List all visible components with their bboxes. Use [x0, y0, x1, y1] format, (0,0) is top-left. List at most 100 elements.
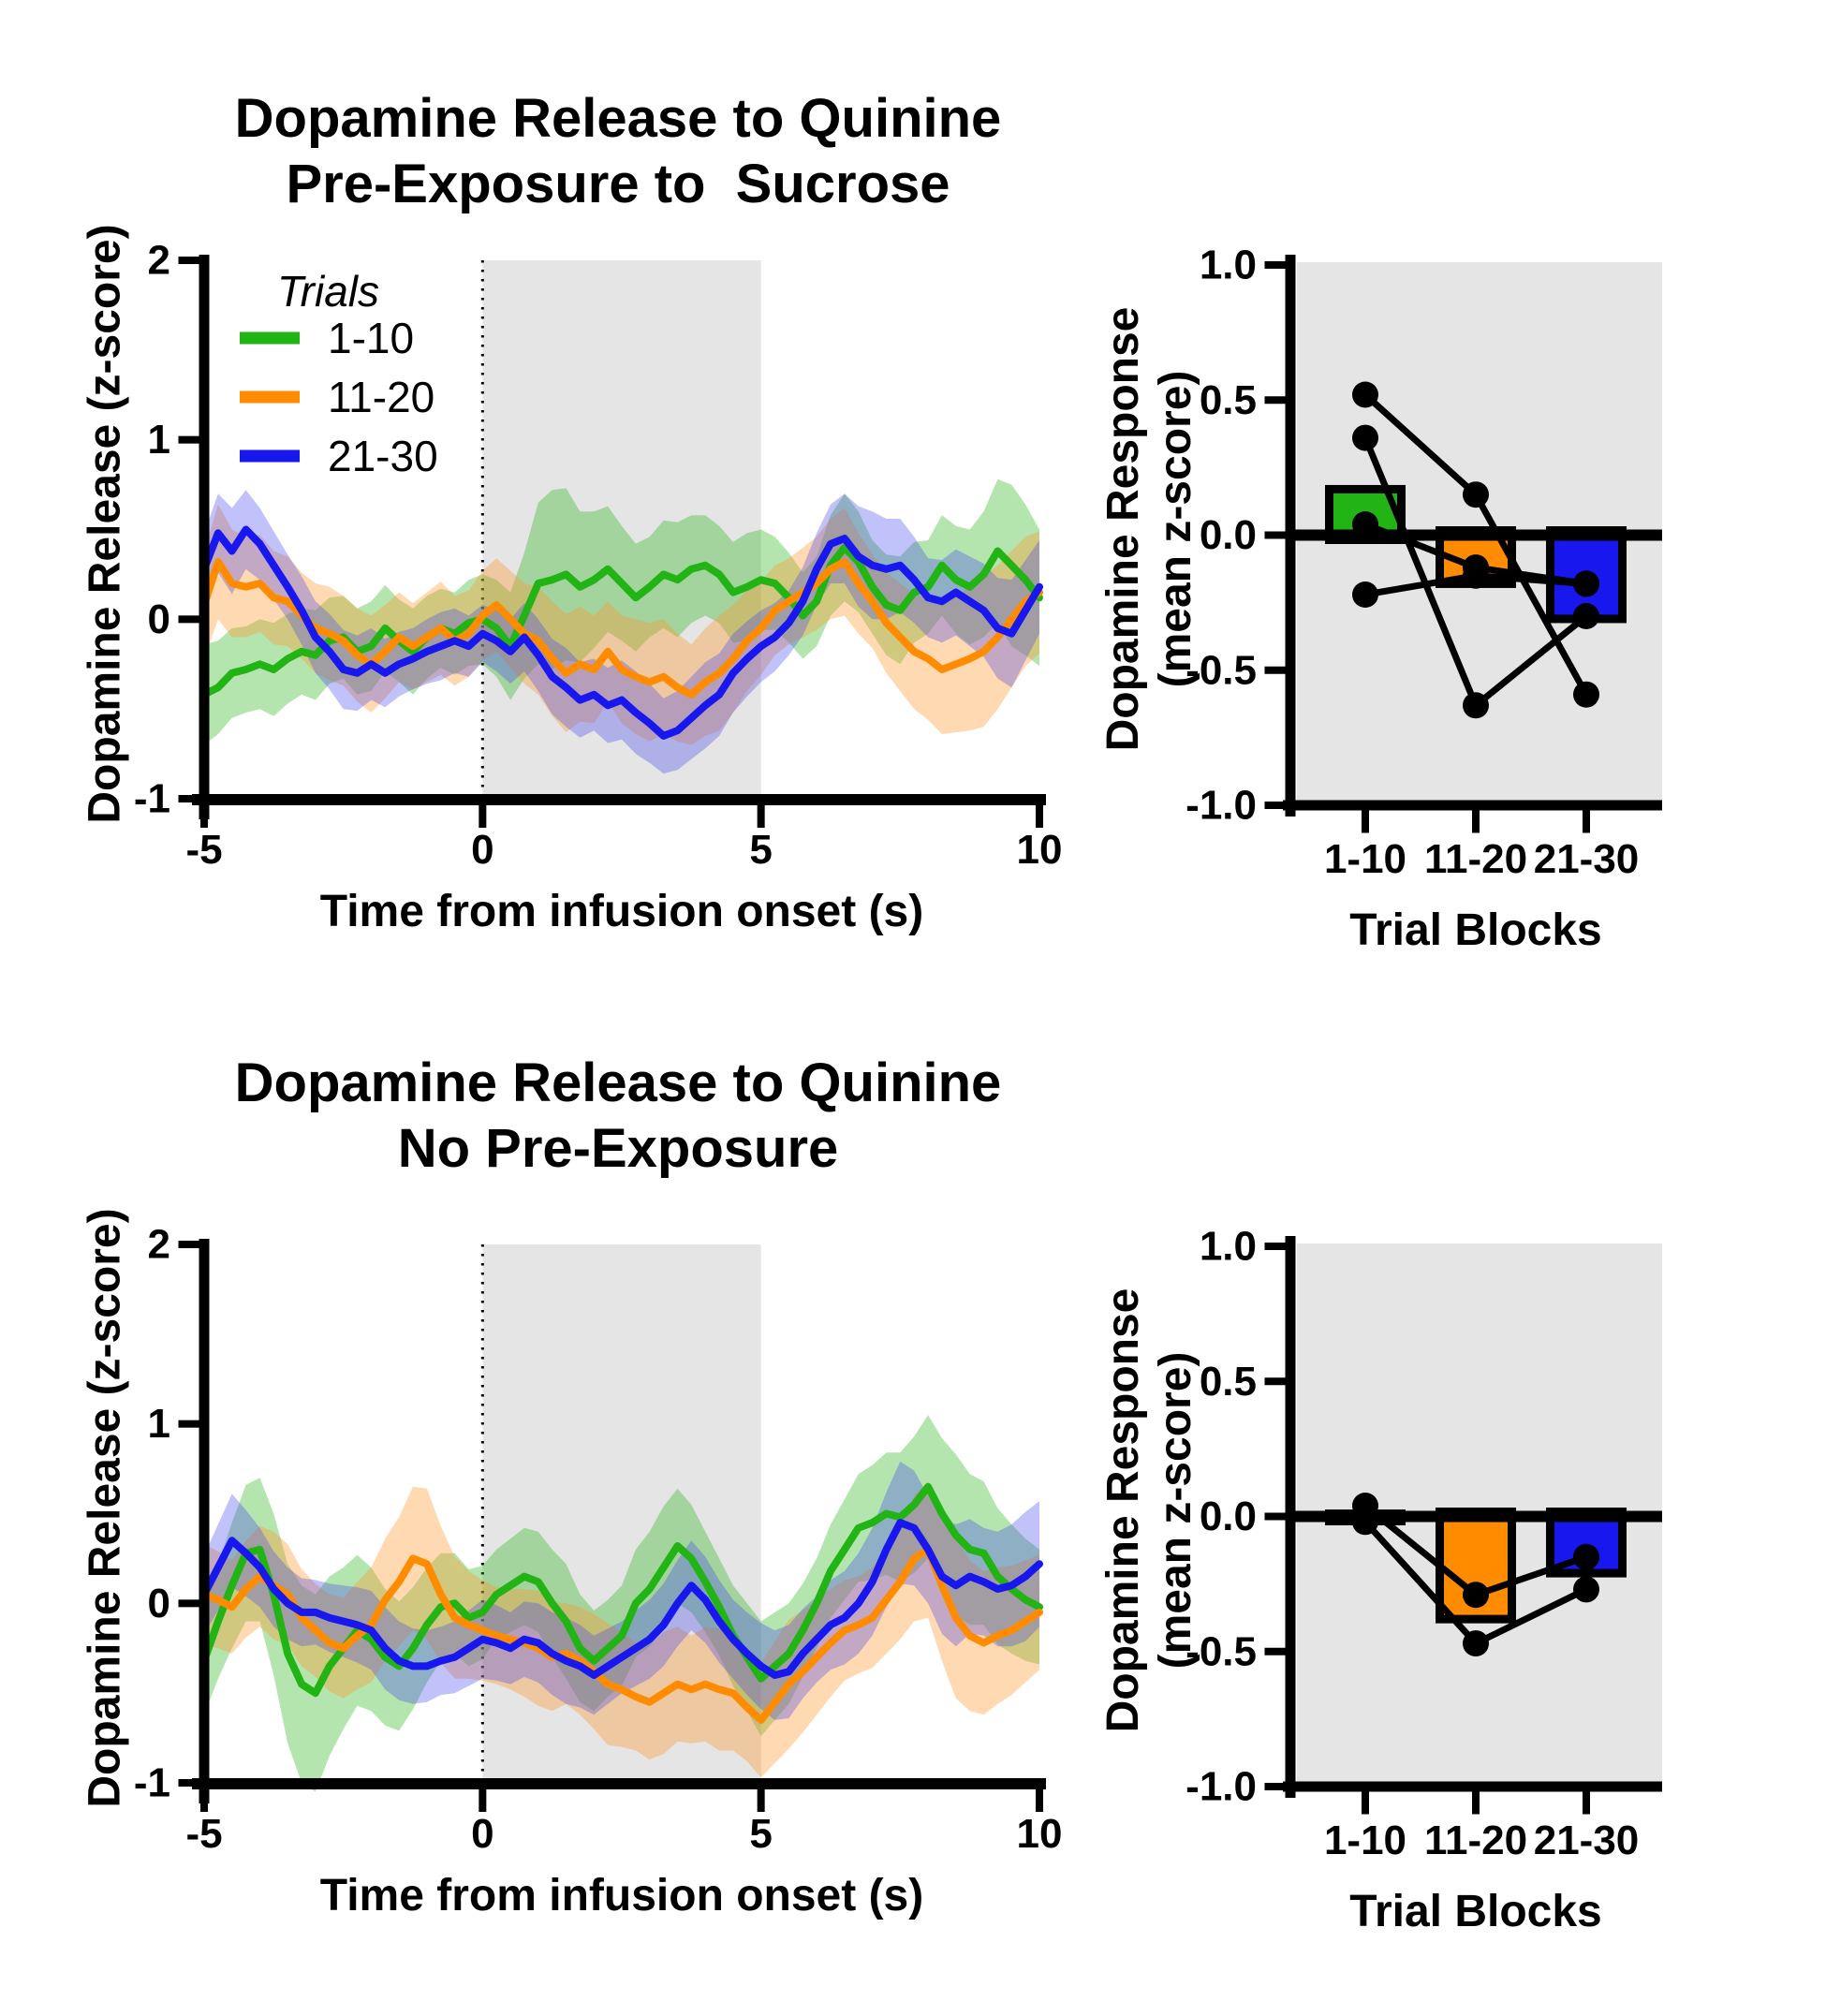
pre-bar-chart	[1264, 255, 1662, 833]
category-label-1-10: 1-10	[1324, 1817, 1406, 1863]
x-axis-line	[1283, 1781, 1662, 1792]
x-tick	[200, 805, 208, 828]
legend-swatch-11-20	[240, 390, 300, 404]
trace-11-20	[200, 1545, 1043, 1724]
y-tick-label: 1	[148, 417, 170, 463]
y-tick	[1264, 531, 1286, 539]
subject-point	[1573, 1576, 1599, 1603]
y-tick	[1264, 802, 1286, 809]
x-tick	[1583, 1791, 1590, 1815]
y-tick	[1264, 666, 1286, 674]
legend-swatch-21-30	[240, 449, 300, 463]
x-tick-label: 5	[749, 1811, 772, 1857]
y-tick-label: -1	[134, 1760, 170, 1806]
y-tick-label: 0	[148, 596, 170, 642]
x-tick	[757, 1789, 765, 1812]
y-tick	[178, 1420, 199, 1428]
legend-label-1-10: 1-10	[328, 314, 414, 362]
pre-bar-ylabel-line1: Dopamine Response	[1098, 306, 1148, 752]
legend-label-21-30: 21-30	[328, 432, 438, 480]
pre-line-chart	[178, 255, 1046, 828]
sem-band-1-10	[204, 1415, 1039, 1792]
x-tick-label: 5	[749, 827, 772, 873]
x-axis-line	[1283, 800, 1662, 811]
trace-11-20	[200, 558, 1043, 699]
no-bar-x-axis-label: Trial Blocks	[1349, 1887, 1602, 1936]
x-tick-label: 0	[471, 1811, 493, 1857]
subject-point	[1352, 581, 1378, 608]
y-axis-spine	[199, 1239, 210, 1803]
y-tick	[178, 1599, 199, 1608]
y-tick-label: 0	[148, 1581, 170, 1626]
sem-band-21-30	[204, 1461, 1039, 1720]
pre-bar-x-axis-label: Trial Blocks	[1349, 905, 1602, 955]
y-tick-label: 0.5	[1200, 1359, 1257, 1405]
no-bar-y-axis-label: Dopamine Response (mean z-score)	[1097, 1211, 1202, 1810]
x-tick	[479, 1789, 487, 1812]
y-tick	[1264, 261, 1286, 269]
category-label-21-30: 21-30	[1534, 836, 1640, 882]
y-tick	[1264, 1243, 1286, 1250]
y-tick	[1264, 1647, 1286, 1655]
subject-point	[1573, 681, 1599, 708]
no-pre-exposure-title: Dopamine Release to Quinine No Pre-Expos…	[103, 1051, 1133, 1182]
y-tick-label: 1	[148, 1401, 170, 1447]
y-tick-label: 1.0	[1200, 243, 1257, 288]
y-tick-label: -0.5	[1185, 647, 1257, 693]
y-tick	[178, 1779, 199, 1787]
x-tick	[200, 1789, 208, 1812]
no-bar-chart	[1264, 1236, 1662, 1815]
y-axis-spine	[1285, 255, 1296, 817]
trace-21-30	[200, 525, 1043, 740]
subject-point	[1573, 570, 1599, 597]
no-line-y-axis-label: Dopamine Release (z-score)	[80, 1208, 130, 1808]
pre-bar-y-axis-label: Dopamine Response (mean z-score)	[1097, 229, 1202, 829]
y-axis-spine	[1285, 1236, 1296, 1798]
no-line-chart	[178, 1239, 1046, 1812]
x-tick-label: -5	[185, 827, 222, 873]
subject-point	[1463, 481, 1489, 508]
y-tick-label: 0.0	[1200, 512, 1257, 558]
x-tick	[1036, 1789, 1043, 1812]
y-tick-label: 1.0	[1200, 1224, 1257, 1270]
x-tick	[757, 805, 765, 828]
y-tick	[1264, 396, 1286, 405]
y-tick-label: 2	[148, 238, 170, 284]
y-tick	[178, 1241, 199, 1248]
x-tick	[1472, 1791, 1480, 1815]
y-axis-spine	[199, 255, 210, 819]
category-label-11-20: 11-20	[1424, 836, 1527, 882]
legend-title: Trials	[277, 267, 379, 316]
pre-line-y-axis-label: Dopamine Release (z-score)	[80, 224, 130, 824]
subject-point	[1573, 1543, 1599, 1570]
y-tick	[178, 257, 199, 264]
subject-point	[1463, 1630, 1489, 1657]
x-tick	[1362, 1791, 1369, 1815]
x-tick-label: 10	[1017, 827, 1063, 873]
legend-swatch-1-10	[240, 331, 300, 345]
y-tick-label: -0.5	[1185, 1628, 1257, 1674]
zero-baseline	[1295, 529, 1662, 541]
x-axis-line	[192, 1778, 1046, 1789]
pre-title-line1: Dopamine Release to Quinine	[234, 88, 1002, 149]
y-tick	[178, 795, 199, 802]
x-tick	[1362, 810, 1369, 833]
y-tick	[1264, 1512, 1286, 1521]
infusion-shaded-region	[482, 260, 761, 794]
no-bar-ylabel-line1: Dopamine Response	[1098, 1288, 1148, 1733]
subject-point	[1352, 511, 1378, 537]
subject-point	[1352, 424, 1378, 451]
pre-line-x-axis-label: Time from infusion onset (s)	[319, 887, 924, 936]
no-title-line2: No Pre-Exposure	[397, 1118, 839, 1179]
zero-baseline	[1295, 1510, 1662, 1523]
x-tick-label: 0	[471, 827, 493, 873]
y-tick-label: -1	[134, 776, 170, 822]
y-tick-label: 0.0	[1200, 1494, 1257, 1539]
subject-point	[1573, 603, 1599, 629]
subject-point	[1463, 692, 1489, 719]
category-label-1-10: 1-10	[1324, 836, 1406, 882]
x-tick	[1472, 810, 1480, 833]
subject-point	[1352, 381, 1378, 408]
